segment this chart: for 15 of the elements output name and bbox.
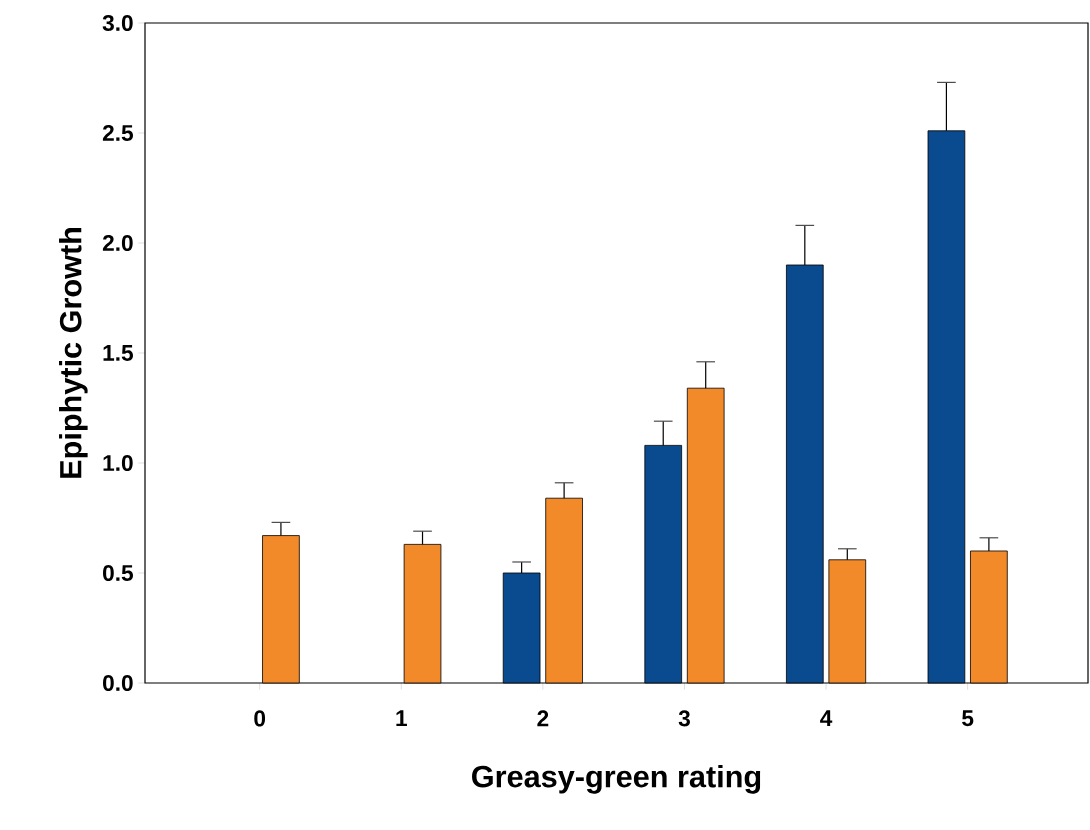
- y-tick-label: 0.0: [103, 674, 133, 692]
- y-tick-label: 1.0: [103, 454, 133, 472]
- y-tick-label: 0.5: [103, 564, 133, 582]
- y-axis-title: Epiphytic Growth: [59, 227, 88, 478]
- x-tick-label: 5: [962, 710, 974, 727]
- y-tick-label: 1.5: [103, 345, 133, 361]
- x-tick-label: 4: [820, 710, 833, 726]
- x-axis-title: Greasy-green rating: [472, 764, 761, 794]
- x-tick-label: 2: [537, 710, 549, 727]
- y-tick-label: 3.0: [102, 14, 133, 32]
- x-tick-label: 0: [254, 710, 266, 727]
- y-tick-label: 2.5: [102, 124, 133, 142]
- x-tick-label: 1: [396, 710, 407, 726]
- y-tick-label: 2.0: [102, 234, 133, 252]
- x-tick-label: 3: [678, 710, 690, 727]
